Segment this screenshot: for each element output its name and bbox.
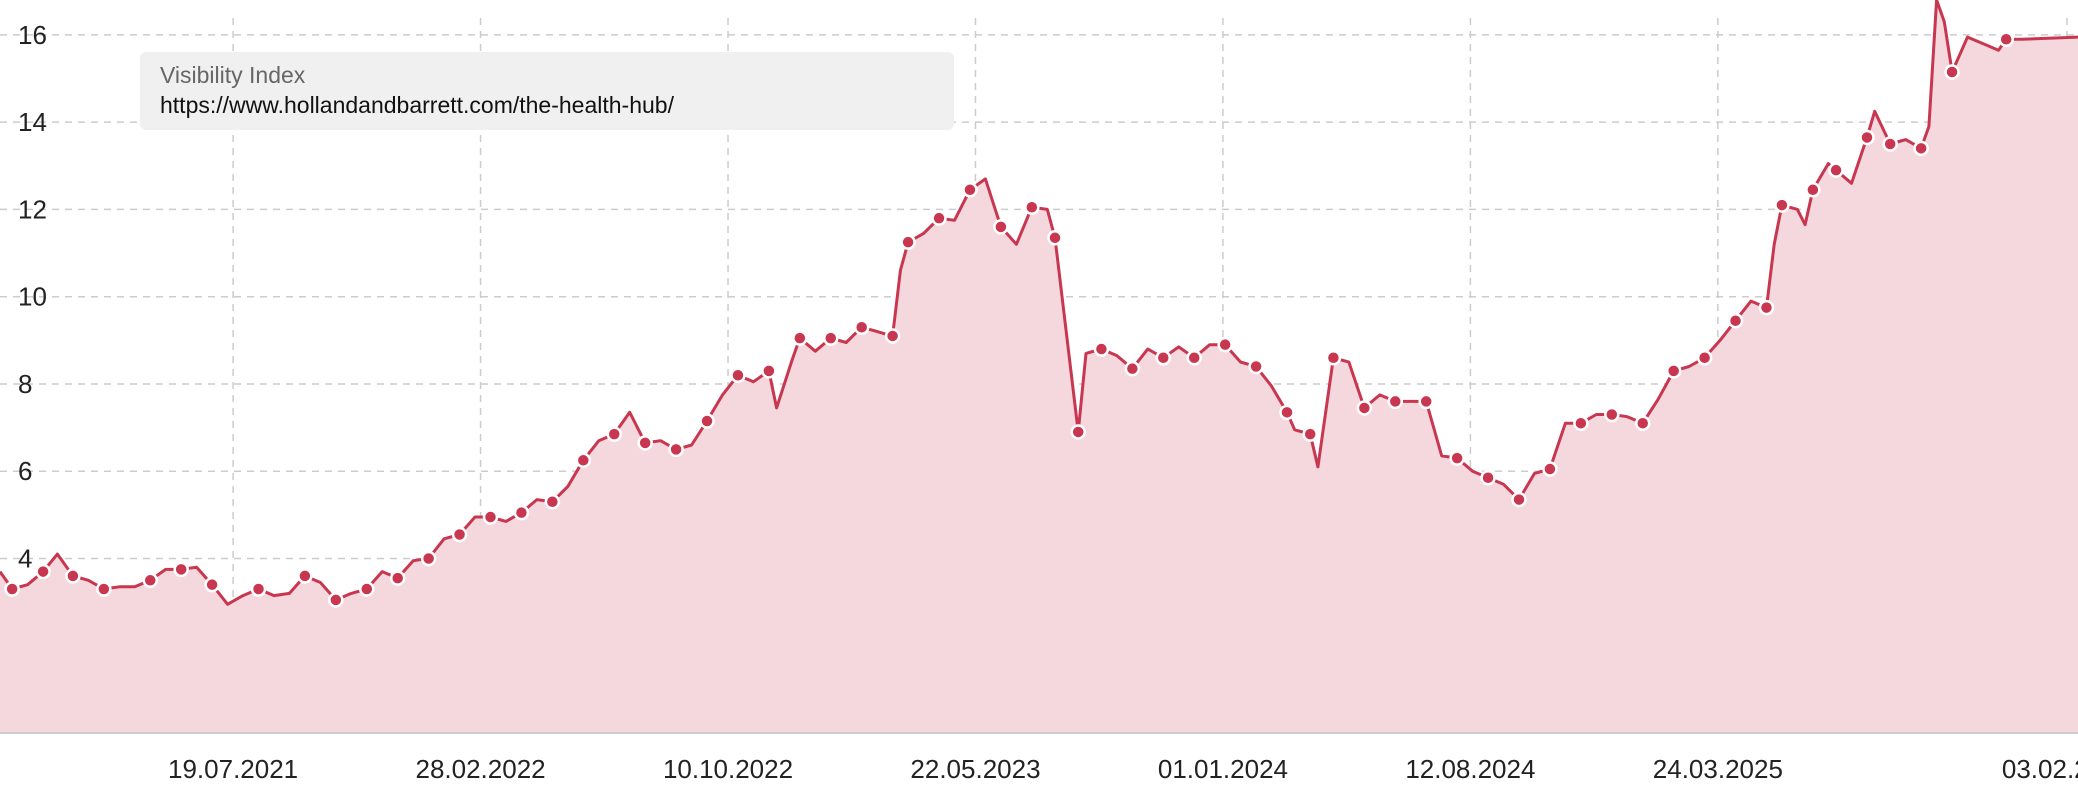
data-point [1024,199,1040,215]
data-point [513,504,530,521]
data-point [1480,470,1496,486]
y-tick-label: 12 [18,194,47,224]
data-point [297,568,313,584]
data-point [1805,182,1821,198]
data-point [35,563,51,580]
data-point [1302,426,1318,442]
legend-series-url: https://www.hollandandbarrett.com/the-he… [160,92,674,118]
x-tick-label: 10.10.2022 [663,754,793,784]
data-point [1356,400,1373,416]
data-point [1665,363,1682,379]
data-point [1511,491,1527,508]
data-point [1882,136,1898,152]
data-point [900,234,916,250]
data-point [420,550,437,567]
data-point [1634,415,1651,431]
data-point [1727,312,1744,329]
data-point [884,328,901,344]
data-point [699,413,715,429]
x-tick-label: 19.07.2021 [168,754,298,784]
data-point [1542,461,1558,477]
x-tick-label: 22.05.2023 [910,754,1040,784]
data-point [65,568,81,584]
data-point [575,452,592,469]
y-tick-label: 10 [18,282,47,312]
data-point [792,330,808,346]
data-point [173,561,189,578]
data-point [1387,393,1404,410]
x-tick-label: 28.02.2022 [415,754,545,784]
data-point [544,494,561,510]
data-point [993,219,1009,235]
data-point [451,526,468,543]
data-point [1604,406,1620,423]
data-point [1998,31,2014,48]
series-area [0,0,2078,733]
data-point [482,509,499,525]
data-point [1248,358,1264,375]
data-point [1279,404,1295,421]
data-point [668,441,684,458]
data-point [823,330,839,346]
data-point [1449,450,1465,466]
y-tick-label: 6 [18,456,32,486]
y-tick-label: 4 [18,543,32,573]
y-tick-label: 14 [18,107,47,137]
data-point [204,576,220,593]
data-point [4,581,20,597]
data-point [1155,350,1172,366]
data-point [1124,360,1141,377]
data-point [853,319,870,335]
x-tick-label: 24.03.2025 [1653,754,1783,784]
data-point [1859,129,1875,146]
x-tick-label: 12.08.2024 [1405,754,1535,784]
data-point [1758,299,1775,316]
y-tick-label: 16 [18,20,47,50]
data-point [1047,230,1063,246]
data-point [1070,424,1086,440]
data-point [730,367,746,383]
y-tick-label: 8 [18,369,32,399]
data-point [1186,350,1202,366]
data-point [96,581,112,597]
data-point [1828,162,1844,178]
data-point [142,572,158,589]
data-point [1774,197,1790,213]
data-point [359,581,375,597]
data-point [962,182,978,198]
data-point [1418,393,1434,410]
x-tick-label: 01.01.2024 [1158,754,1288,784]
data-point [328,592,344,608]
x-tick-label: 03.02.2026 [2002,754,2078,784]
data-point [250,581,267,597]
data-point [637,435,653,451]
legend-box: Visibility Index https://www.hollandandb… [140,52,954,130]
data-point [1093,341,1110,357]
data-point [1944,64,1960,80]
data-point [1573,415,1589,431]
data-point [931,210,947,226]
data-point [389,570,406,586]
data-point [1217,336,1233,353]
data-point [761,363,777,379]
series-line [0,0,2078,606]
legend-label: Visibility Index [160,62,306,88]
data-point [606,426,622,442]
data-point [1913,140,1929,157]
data-point [1696,350,1713,366]
data-point [1325,350,1342,366]
